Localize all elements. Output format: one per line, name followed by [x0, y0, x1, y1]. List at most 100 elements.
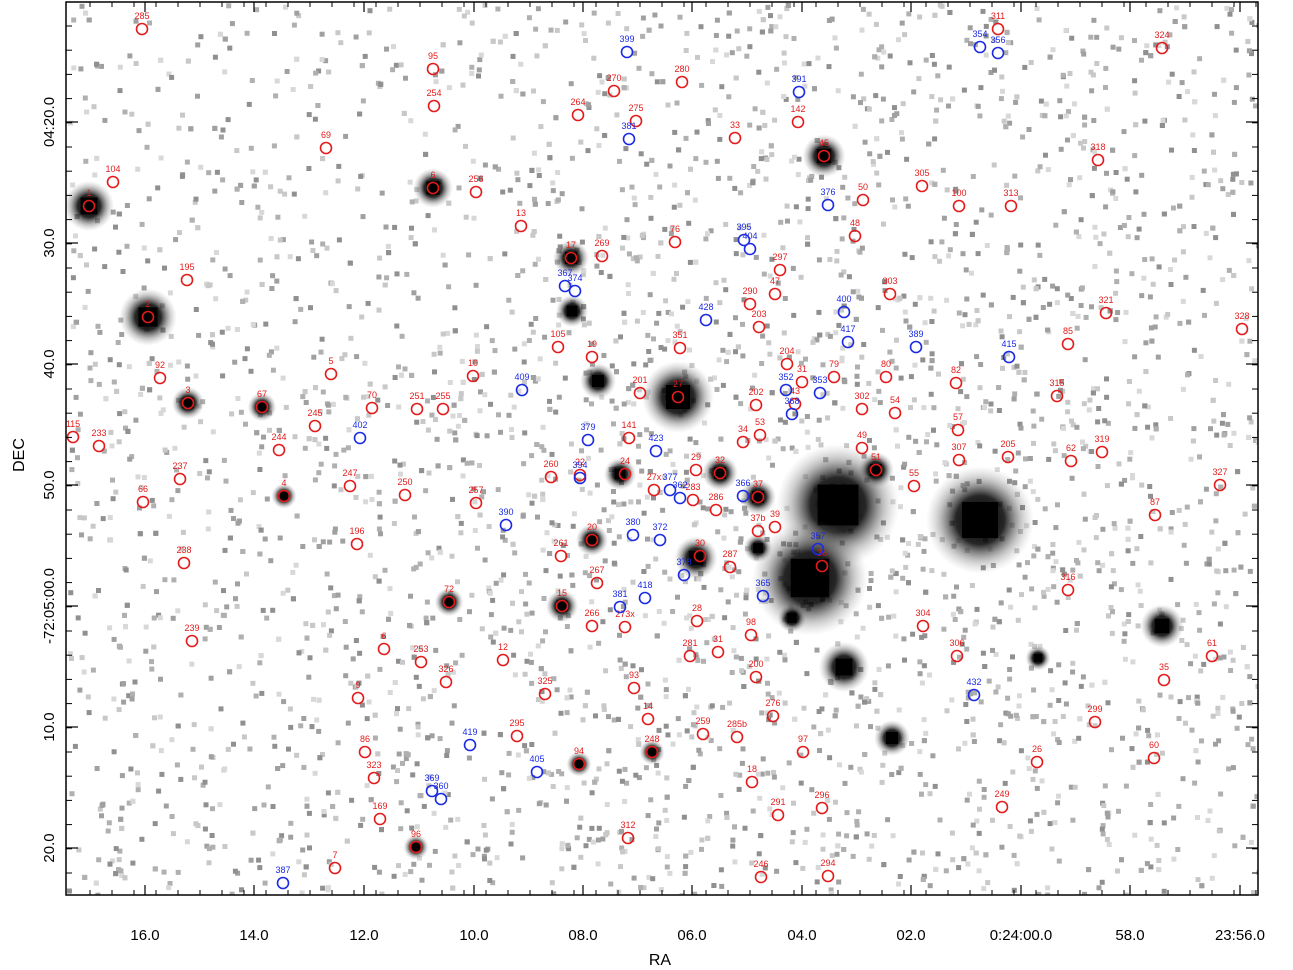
red-source-marker [272, 443, 286, 457]
blue-source-marker [558, 279, 572, 293]
blue-source-label: 376 [820, 187, 835, 197]
x-tick-label: 14.0 [239, 927, 268, 944]
bright-stars [66, 134, 1184, 860]
x-tick-label: 10.0 [459, 927, 488, 944]
red-source-marker [551, 340, 565, 354]
red-source-label: 142 [790, 104, 805, 114]
blue-source-marker [1002, 350, 1016, 364]
red-source-label: 237 [172, 461, 187, 471]
red-source-label: 97 [798, 734, 808, 744]
red-source-label: 31 [797, 364, 807, 374]
star-core [787, 613, 797, 623]
red-source-marker [585, 533, 599, 547]
red-source-marker [564, 251, 578, 265]
red-source-label: 70 [367, 390, 377, 400]
red-source-marker [796, 745, 810, 759]
red-source-marker [585, 350, 599, 364]
red-source-marker [572, 757, 586, 771]
star-core [714, 467, 726, 479]
red-source-label: 239 [184, 623, 199, 633]
red-source-marker [373, 812, 387, 826]
blue-source-marker [779, 383, 793, 397]
star-core [835, 658, 853, 676]
red-source-marker [815, 801, 829, 815]
red-source-label: 43 [790, 386, 800, 396]
red-source-label: 290 [742, 286, 757, 296]
blue-source-label: 356 [990, 35, 1005, 45]
red-source-label: 250 [397, 477, 412, 487]
star-core [138, 307, 158, 327]
red-source-marker [173, 472, 187, 486]
blue-source-label: 379 [580, 422, 595, 432]
red-source-label: 27x [647, 472, 662, 482]
red-source-label: 6 [381, 631, 386, 641]
red-source-marker [709, 503, 723, 517]
red-source-marker [177, 556, 191, 570]
star-core [1033, 653, 1043, 663]
blue-source-marker [991, 46, 1005, 60]
red-source-label: 35 [1159, 662, 1169, 672]
red-source-marker [427, 99, 441, 113]
red-source-label: 205 [1000, 439, 1015, 449]
x-tick-label: 16.0 [130, 927, 159, 944]
red-source-marker [995, 800, 1009, 814]
red-source-label: 253 [413, 644, 428, 654]
star-core [753, 543, 763, 553]
red-source-marker [745, 775, 759, 789]
red-source-label: 294 [820, 858, 835, 868]
red-source-marker [768, 287, 782, 301]
blue-source-marker [811, 542, 825, 556]
red-source-marker [629, 114, 643, 128]
red-source-label: 100 [951, 188, 966, 198]
blue-source-label: 365 [755, 578, 770, 588]
blue-source-label: 377 [662, 472, 677, 482]
red-source-label: 33 [730, 120, 740, 130]
red-source-label: 62 [1066, 443, 1076, 453]
red-source-marker [367, 771, 381, 785]
blue-source-label: 418 [637, 580, 652, 590]
red-source-label: 326 [438, 664, 453, 674]
red-source-label: 54 [890, 395, 900, 405]
red-source-marker [671, 390, 685, 404]
red-source-marker [730, 730, 744, 744]
star-core [556, 600, 568, 612]
blue-source-marker [649, 444, 663, 458]
red-source-marker [1091, 153, 1105, 167]
blue-source-marker [821, 198, 835, 212]
red-source-marker [181, 396, 195, 410]
blue-source-marker [353, 431, 367, 445]
red-source-label: 321 [1098, 295, 1113, 305]
red-source-label: 203 [751, 309, 766, 319]
red-source-marker [856, 193, 870, 207]
blue-source-label: 360 [433, 781, 448, 791]
red-source-marker [277, 489, 291, 503]
red-source-marker [771, 808, 785, 822]
red-source-marker [949, 376, 963, 390]
red-source-marker [618, 467, 632, 481]
blue-source-marker [499, 518, 513, 532]
red-source-label: 261 [553, 538, 568, 548]
red-source-marker [466, 369, 480, 383]
red-source-marker [1064, 454, 1078, 468]
red-source-label: 48 [850, 218, 860, 228]
red-source-label: 318 [1090, 142, 1105, 152]
red-source-label: 6 [430, 170, 435, 180]
red-source-label: 94 [574, 746, 584, 756]
red-source-label: 248 [644, 734, 659, 744]
red-source-label: 299 [1087, 704, 1102, 714]
red-source-label: 247 [342, 468, 357, 478]
red-source-marker [1148, 508, 1162, 522]
red-source-marker [645, 745, 659, 759]
blue-source-label: 389 [908, 329, 923, 339]
blue-source-marker [663, 483, 677, 497]
red-source-marker [92, 439, 106, 453]
blue-source-marker [743, 242, 757, 256]
red-source-label: 249 [994, 789, 1009, 799]
red-source-marker [319, 141, 333, 155]
red-source-marker [1235, 322, 1249, 336]
red-source-label: 273x [615, 609, 635, 619]
red-source-marker [496, 653, 510, 667]
red-source-label: 269 [594, 238, 609, 248]
red-source-label: 19 [587, 339, 597, 349]
star-core [182, 397, 194, 409]
